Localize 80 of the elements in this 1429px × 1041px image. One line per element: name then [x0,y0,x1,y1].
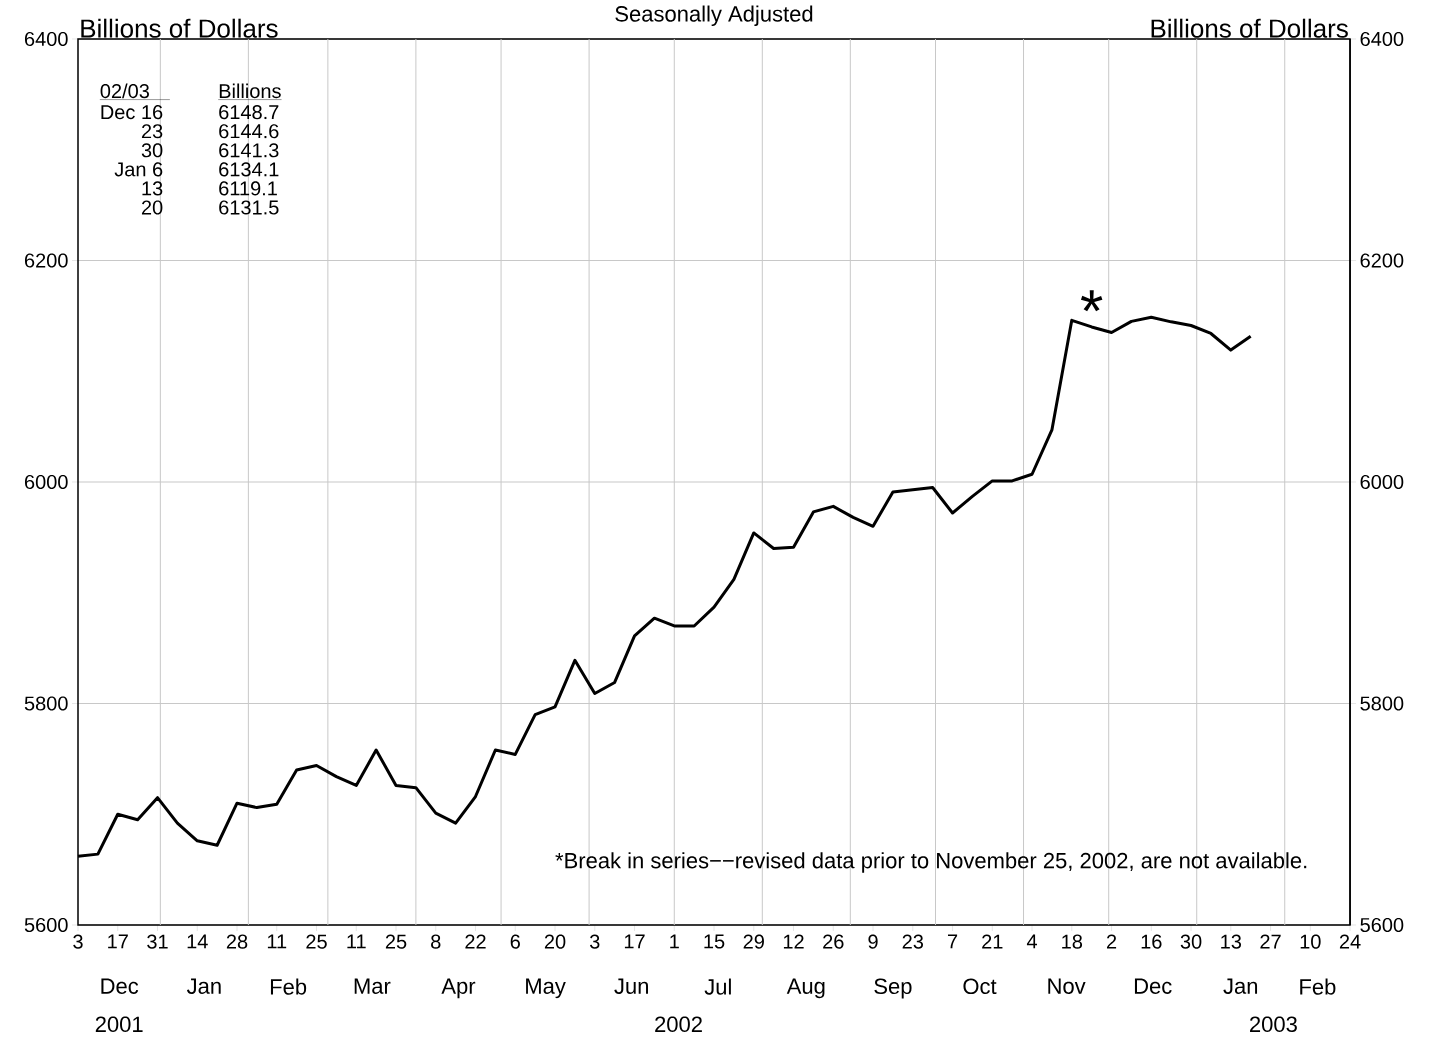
x-tick-label: 23 [902,934,924,949]
y-axis-title: Billions of Dollars [81,18,278,38]
text: Aug [786,978,825,999]
text: Feb [1300,978,1336,995]
x-tick-label: 28 [226,934,248,949]
text: 2001 [95,1016,143,1033]
x-tick-label: 31 [147,934,168,949]
x-tick-label: 1 [670,934,679,949]
x-tick-label: 2 [1106,934,1117,949]
text: 2003 [1250,1016,1297,1033]
x-tick-label: 16 [1141,934,1162,949]
annotation: 6119.1 [219,181,277,196]
x-tick-label: 7 [947,934,958,949]
annotation: 6148.7 [219,105,279,120]
y-tick-label: 5800 [24,696,68,711]
y-tick-label: 6000 [24,474,68,490]
annotation: 6134.1 [219,162,279,177]
text: Jan [186,978,221,994]
annotation: Jan 6 [114,162,163,177]
y-tick-label: 6400 [24,31,68,47]
x-tick-label: 14 [187,934,208,949]
text: Jun [614,978,648,994]
x-tick-label: 18 [1062,934,1083,949]
y2-tick-label: 5600 [1360,917,1404,933]
text: May [526,978,566,999]
x-tick-label: 11 [347,934,366,949]
text: Dec [1134,978,1172,994]
x-tick-label: 22 [465,934,486,949]
text: Jul [704,978,731,995]
x-tick-label: 17 [108,934,128,949]
annotation: 02/03 [100,83,149,99]
annotation: 6144.6 [219,124,279,139]
x-tick-label: 30 [1180,934,1202,949]
x-tick-label: 29 [743,934,764,949]
x-tick-label: 3 [73,934,83,949]
x-tick-label: 17 [624,934,645,949]
chart-title: Seasonally Adjusted [615,5,813,27]
x-tick-label: 27 [1260,934,1281,949]
y2-tick-label: 6200 [1360,253,1404,268]
x-tick-label: 15 [704,934,725,949]
x-tick-label: 8 [431,934,441,949]
x-tick-label: 26 [823,934,844,949]
x-tick-label: 25 [306,934,327,949]
y2-axis-title: Billions of Dollars [1151,18,1348,38]
x-tick-label: 3 [589,934,600,949]
annotation: 23 [141,124,163,139]
annotation: 6141.3 [219,143,279,158]
annotation: 30 [141,143,163,158]
y2-tick-label: 6400 [1360,31,1404,47]
text: Mar [354,978,391,994]
x-tick-label: 13 [1221,934,1242,949]
y2-tick-label: 6000 [1360,474,1404,490]
text: Apr [441,978,476,999]
x-tick-label: 11 [267,934,287,949]
annotation: 6131.5 [219,200,279,215]
x-tick-label: 20 [544,934,566,949]
x-tick-label: 12 [783,934,804,949]
x-tick-label: 21 [982,934,1003,949]
text: Feb [270,978,307,995]
annotation: 20 [141,200,163,215]
x-tick-label: 9 [868,934,878,949]
y-tick-label: 6200 [24,253,68,268]
x-tick-label: 25 [385,934,407,949]
x-tick-label: 6 [510,934,520,949]
annotation: *Break in series−−revised data prior to November 25, 2002, are not available. [555,852,1307,873]
text: Sep [874,978,912,999]
text: Oct [963,978,997,995]
text: Nov [1048,978,1086,994]
x-tick-label: 10 [1300,934,1321,949]
x-tick-label: 24 [1339,934,1361,949]
annotation: Billions [219,83,281,99]
x-tick-label: 4 [1026,934,1038,949]
text: 2002 [655,1016,702,1033]
y-tick-label: 5600 [24,917,68,933]
annotation: * [1080,290,1103,312]
text: Dec [101,978,139,994]
annotation: Dec 16 [101,105,163,120]
y2-tick-label: 5800 [1360,696,1404,711]
text: Jan [1223,978,1258,994]
annotation: 13 [142,181,163,196]
